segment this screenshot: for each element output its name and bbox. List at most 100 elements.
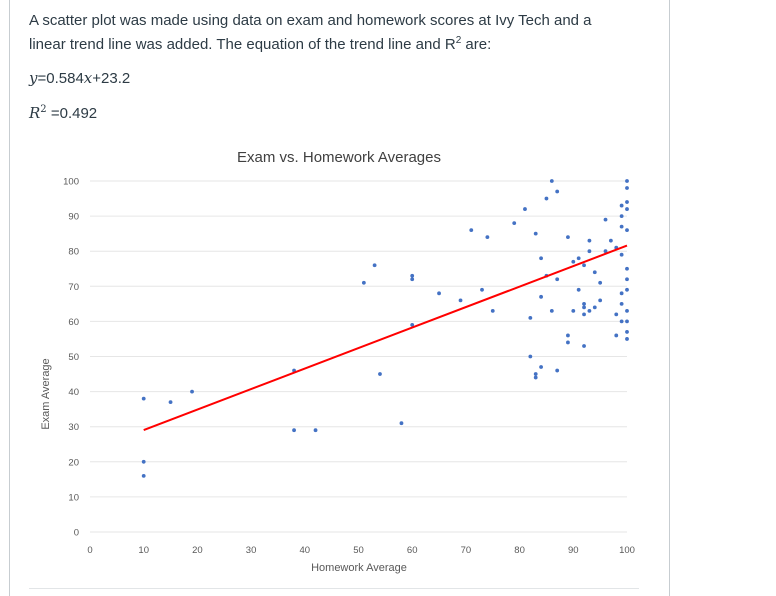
data-point [549,308,554,313]
data-point [168,400,173,405]
data-point [512,221,517,226]
data-point [523,207,527,211]
data-point [313,428,318,433]
data-point [549,179,554,183]
data-point [555,277,560,282]
content-right-border [669,0,670,596]
question-line-2-sup: 2 [455,35,462,46]
r-squared: R2 =0.492 [29,104,97,122]
data-point [566,340,570,345]
data-point [582,344,586,348]
data-point [566,235,570,240]
data-point [141,396,146,401]
data-point [292,428,296,433]
data-point [608,238,613,243]
x-tick-labels: 0 10 20 30 40 50 60 70 80 90 100 [87,545,635,556]
x-tick-label: 60 [407,545,418,556]
data-point [582,263,586,268]
data-point [592,270,597,275]
question-line-2: linear trend line was added. The equatio… [29,33,649,57]
x-tick-label: 0 [87,545,92,556]
r2-label: R [29,104,41,122]
x-tick-label: 90 [568,545,579,556]
data-point [582,312,586,317]
data-point [533,375,538,380]
data-point [539,294,543,299]
data-point [571,308,576,313]
data-point [625,207,629,211]
data-point [587,238,592,243]
data-point [410,273,415,278]
x-tick-label: 100 [619,545,635,556]
data-point [378,372,382,376]
data-point [603,217,608,222]
data-point [399,421,404,426]
y-tick-label: 100 [63,177,79,188]
data-point [141,459,146,464]
equation-lhs: y [29,69,38,87]
data-point [582,301,586,306]
y-tick-label: 0 [74,528,79,539]
data-point [614,333,619,338]
x-axis-label: Homework Average [311,562,407,574]
data-point [619,301,624,306]
x-tick-label: 10 [138,545,149,556]
x-tick-label: 40 [300,545,311,556]
data-point [372,263,377,268]
data-point [619,224,624,229]
x-tick-label: 30 [246,545,257,556]
trend-line [143,244,628,432]
data-point [528,354,533,359]
data-point [533,231,538,236]
equation-rhs-const: +23.2 [92,70,131,87]
data-point [592,305,597,310]
data-point [555,189,560,194]
r2-sup: 2 [40,104,47,115]
y-tick-label: 50 [68,352,79,363]
y-tick-label: 30 [68,422,79,433]
equation-rhs-value: =0.584 [37,70,84,87]
data-point [614,312,619,317]
y-tick-label: 20 [68,457,79,468]
chart-title: Exam vs. Homework Averages [237,149,441,166]
data-point [190,389,194,394]
data-point [437,291,441,296]
trend-equation: y=0.584x+23.2 [29,69,130,87]
data-point [539,256,543,261]
y-tick-label: 90 [68,212,79,223]
data-points [141,179,629,478]
data-point [625,308,629,313]
data-point [469,228,474,233]
data-point [625,266,629,271]
question-text: A scatter plot was made using data on ex… [29,9,649,57]
y-tick-labels: 0 10 20 30 40 50 60 70 80 90 100 [63,177,79,539]
content-left-border [9,0,10,596]
data-point [555,368,560,373]
data-point [625,186,629,190]
data-point [410,277,415,282]
data-point [410,323,415,327]
equation-rhs-var: x [83,69,93,87]
data-point [598,298,603,303]
data-point [141,473,146,478]
data-point [603,249,608,254]
y-tick-label: 80 [68,247,79,258]
r2-value: =0.492 [46,105,98,122]
data-point [625,287,629,292]
data-point [625,277,629,282]
y-tick-label: 40 [68,387,79,398]
y-tick-label: 10 [68,492,79,503]
y-axis-label: Exam Average [40,358,52,429]
data-point [598,280,603,285]
x-tick-label: 70 [461,545,472,556]
data-point [490,308,495,313]
data-point [625,337,629,341]
data-point [619,252,624,257]
y-tick-label: 70 [68,282,79,293]
data-point [480,287,484,292]
data-point [361,280,366,285]
data-point [619,291,624,296]
data-point [587,249,592,254]
data-point [544,196,549,201]
data-point [539,365,543,369]
